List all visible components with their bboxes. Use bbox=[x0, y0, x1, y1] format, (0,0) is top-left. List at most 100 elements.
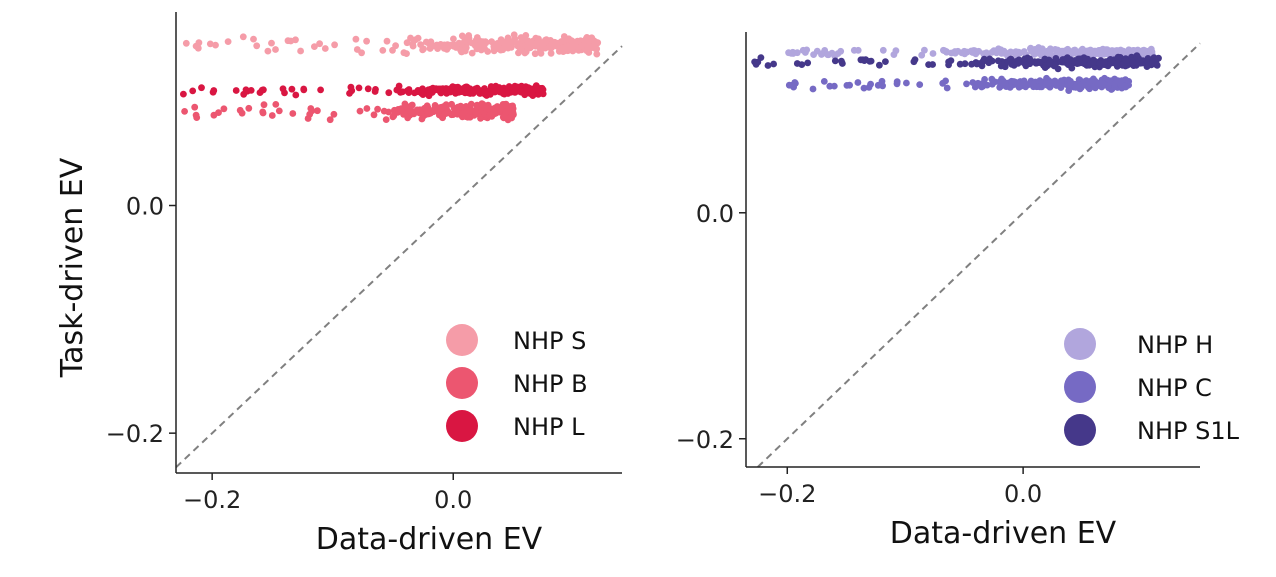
data-point bbox=[879, 82, 886, 90]
data-point bbox=[547, 49, 555, 57]
data-point bbox=[1030, 47, 1038, 55]
data-point bbox=[348, 87, 356, 95]
y-tick-label: 0.0 bbox=[126, 193, 164, 221]
x-axis-label-right: Data-driven EV bbox=[890, 516, 1117, 551]
data-point bbox=[182, 39, 190, 47]
data-point bbox=[486, 91, 494, 98]
data-point bbox=[463, 35, 471, 42]
data-point bbox=[232, 87, 240, 94]
scatter-points-left bbox=[180, 31, 602, 124]
data-point bbox=[505, 104, 513, 111]
legend-label: NHP L bbox=[513, 413, 585, 441]
data-point bbox=[511, 88, 518, 96]
legend-label: NHP B bbox=[513, 370, 588, 398]
data-point bbox=[472, 108, 479, 116]
data-point bbox=[1012, 48, 1020, 56]
data-point bbox=[1051, 46, 1059, 53]
data-point bbox=[428, 89, 436, 96]
data-point bbox=[475, 86, 482, 94]
data-point bbox=[984, 57, 992, 65]
data-point bbox=[321, 45, 329, 52]
x-axis-label-left: Data-driven EV bbox=[316, 522, 543, 557]
data-point bbox=[289, 110, 297, 117]
data-point bbox=[413, 107, 420, 115]
data-point bbox=[1098, 82, 1105, 90]
data-point bbox=[998, 49, 1006, 57]
data-point bbox=[562, 46, 569, 53]
data-point bbox=[206, 40, 214, 48]
data-point bbox=[1065, 87, 1073, 94]
data-point bbox=[1121, 82, 1129, 90]
data-point bbox=[558, 38, 565, 45]
identity-line-left bbox=[175, 45, 623, 469]
data-point bbox=[951, 49, 959, 57]
data-point bbox=[364, 85, 372, 93]
data-point bbox=[210, 87, 218, 94]
data-point bbox=[501, 40, 508, 47]
data-point bbox=[1022, 61, 1030, 69]
data-point bbox=[355, 84, 363, 92]
data-point bbox=[798, 61, 806, 68]
identity-line-right bbox=[757, 42, 1201, 468]
data-point bbox=[458, 48, 465, 56]
data-point bbox=[978, 83, 986, 91]
data-point bbox=[405, 86, 413, 93]
data-point bbox=[529, 86, 537, 94]
data-point bbox=[414, 34, 422, 42]
data-point bbox=[427, 38, 435, 46]
data-point bbox=[837, 47, 845, 55]
data-point bbox=[820, 78, 828, 85]
data-point bbox=[401, 102, 409, 109]
data-point bbox=[1036, 83, 1044, 91]
data-point bbox=[511, 39, 518, 46]
data-point bbox=[449, 111, 457, 118]
data-point bbox=[326, 116, 334, 124]
data-point bbox=[803, 46, 811, 54]
data-point bbox=[383, 37, 391, 45]
data-point bbox=[379, 47, 387, 54]
scatter-points-right bbox=[751, 44, 1162, 94]
data-point bbox=[1036, 77, 1044, 85]
data-point bbox=[297, 47, 304, 55]
scatter-panel-left: −0.2 0.0 0.0 −0.2 Data-driven EV Task-driv… bbox=[55, 12, 623, 557]
data-point bbox=[591, 39, 599, 47]
data-point bbox=[250, 35, 257, 43]
data-point bbox=[300, 85, 308, 93]
data-point bbox=[846, 81, 853, 89]
data-point bbox=[910, 58, 918, 66]
data-point bbox=[521, 90, 529, 98]
data-point bbox=[1082, 55, 1089, 63]
legend-marker bbox=[1064, 371, 1096, 403]
data-point bbox=[481, 110, 489, 118]
data-point bbox=[1021, 55, 1029, 63]
data-point bbox=[793, 49, 801, 57]
data-point bbox=[929, 50, 937, 57]
data-point bbox=[331, 41, 338, 49]
data-point bbox=[942, 77, 949, 85]
data-point bbox=[1036, 50, 1044, 57]
data-point bbox=[272, 46, 279, 53]
data-point bbox=[317, 86, 324, 94]
data-point bbox=[770, 60, 777, 68]
data-point bbox=[193, 114, 201, 121]
data-point bbox=[1100, 58, 1108, 66]
data-point bbox=[466, 90, 474, 97]
data-point bbox=[191, 103, 199, 111]
data-point bbox=[903, 79, 910, 87]
data-point bbox=[1077, 81, 1085, 89]
data-point bbox=[1030, 81, 1038, 89]
data-point bbox=[961, 60, 969, 68]
data-point bbox=[578, 42, 585, 50]
data-point bbox=[515, 49, 522, 57]
y-tick-label: 0.0 bbox=[696, 200, 734, 228]
data-point bbox=[918, 51, 926, 59]
data-point bbox=[588, 34, 596, 42]
data-point bbox=[838, 57, 845, 65]
data-point bbox=[389, 113, 397, 121]
x-tick-label: 0.0 bbox=[434, 486, 472, 514]
legend-marker bbox=[446, 410, 478, 442]
legend-right: NHP H NHP C NHP S1L bbox=[1064, 328, 1240, 446]
legend-marker bbox=[446, 367, 478, 399]
data-point bbox=[462, 44, 470, 52]
data-point bbox=[417, 41, 424, 48]
